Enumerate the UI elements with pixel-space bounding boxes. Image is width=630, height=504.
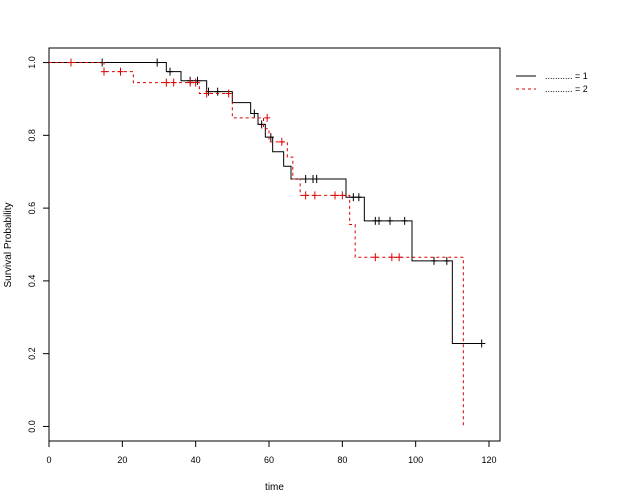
y-axis-label: Survival Probability [3, 202, 14, 287]
x-tick-label: 20 [117, 455, 127, 465]
censor-mark-1 [355, 193, 362, 202]
censor-mark-1 [302, 175, 309, 183]
censor-mark-2 [332, 191, 338, 200]
x-tick-label: 0 [46, 455, 51, 465]
x-tick-label: 60 [264, 455, 274, 465]
censor-mark-1 [167, 67, 173, 76]
censor-mark-2 [163, 78, 170, 87]
legend-item-1: ........... = 1 [516, 71, 588, 81]
x-tick-label: 100 [408, 455, 423, 465]
censor-mark-1 [387, 216, 393, 225]
censor-mark-1 [313, 175, 320, 183]
series-2 [49, 58, 464, 427]
censor-mark-2 [68, 58, 74, 67]
censor-mark-1 [251, 109, 258, 118]
x-axis-label: time [265, 482, 284, 493]
x-axis: 0 20 40 60 80 100 120 [46, 441, 497, 465]
x-tick-label: 80 [337, 455, 347, 465]
series-line-2 [49, 62, 464, 427]
censor-mark-2 [117, 67, 124, 76]
censor-mark-2 [192, 78, 199, 87]
censor-mark-1 [350, 193, 357, 202]
x-tick-label: 120 [481, 455, 496, 465]
plot-frame [48, 47, 501, 442]
x-tick-label: 40 [191, 455, 201, 465]
censor-mark-1 [443, 256, 450, 265]
censor-mark-2 [101, 67, 107, 76]
censor-mark-2 [311, 191, 318, 200]
y-tick-label: 0.0 [27, 420, 37, 433]
series-layer [49, 58, 486, 427]
censor-mark-2 [302, 191, 309, 200]
censor-mark-2 [396, 253, 403, 262]
censor-mark-2 [388, 253, 395, 262]
y-tick-label: 1.0 [27, 56, 37, 69]
censor-mark-1 [478, 339, 485, 348]
censor-mark-1 [401, 216, 408, 225]
censor-mark-2 [278, 137, 285, 146]
series-1 [49, 58, 486, 348]
legend: ........... = 1 ........... = 2 [516, 71, 588, 94]
y-axis: 0.0 0.2 0.4 0.6 0.8 1.0 [27, 56, 49, 433]
y-tick-label: 0.4 [27, 275, 37, 288]
y-tick-label: 0.2 [27, 347, 37, 360]
censor-mark-1 [154, 58, 161, 67]
censor-mark-2 [170, 78, 177, 87]
censor-mark-1 [376, 216, 382, 225]
censor-mark-2 [264, 113, 271, 122]
legend-label-1: ........... = 1 [545, 71, 588, 81]
y-tick-label: 0.6 [27, 202, 37, 215]
series-line-1 [49, 62, 486, 344]
y-tick-label: 0.8 [27, 129, 37, 142]
censor-mark-2 [187, 78, 194, 87]
censor-mark-1 [214, 87, 221, 96]
censor-mark-2 [203, 89, 210, 98]
censor-mark-1 [431, 256, 437, 265]
censor-mark-2 [372, 253, 379, 262]
censor-mark-2 [225, 89, 232, 98]
legend-item-2: ........... = 2 [516, 84, 588, 94]
censor-mark-2 [339, 191, 346, 200]
legend-label-2: ........... = 2 [545, 84, 588, 94]
